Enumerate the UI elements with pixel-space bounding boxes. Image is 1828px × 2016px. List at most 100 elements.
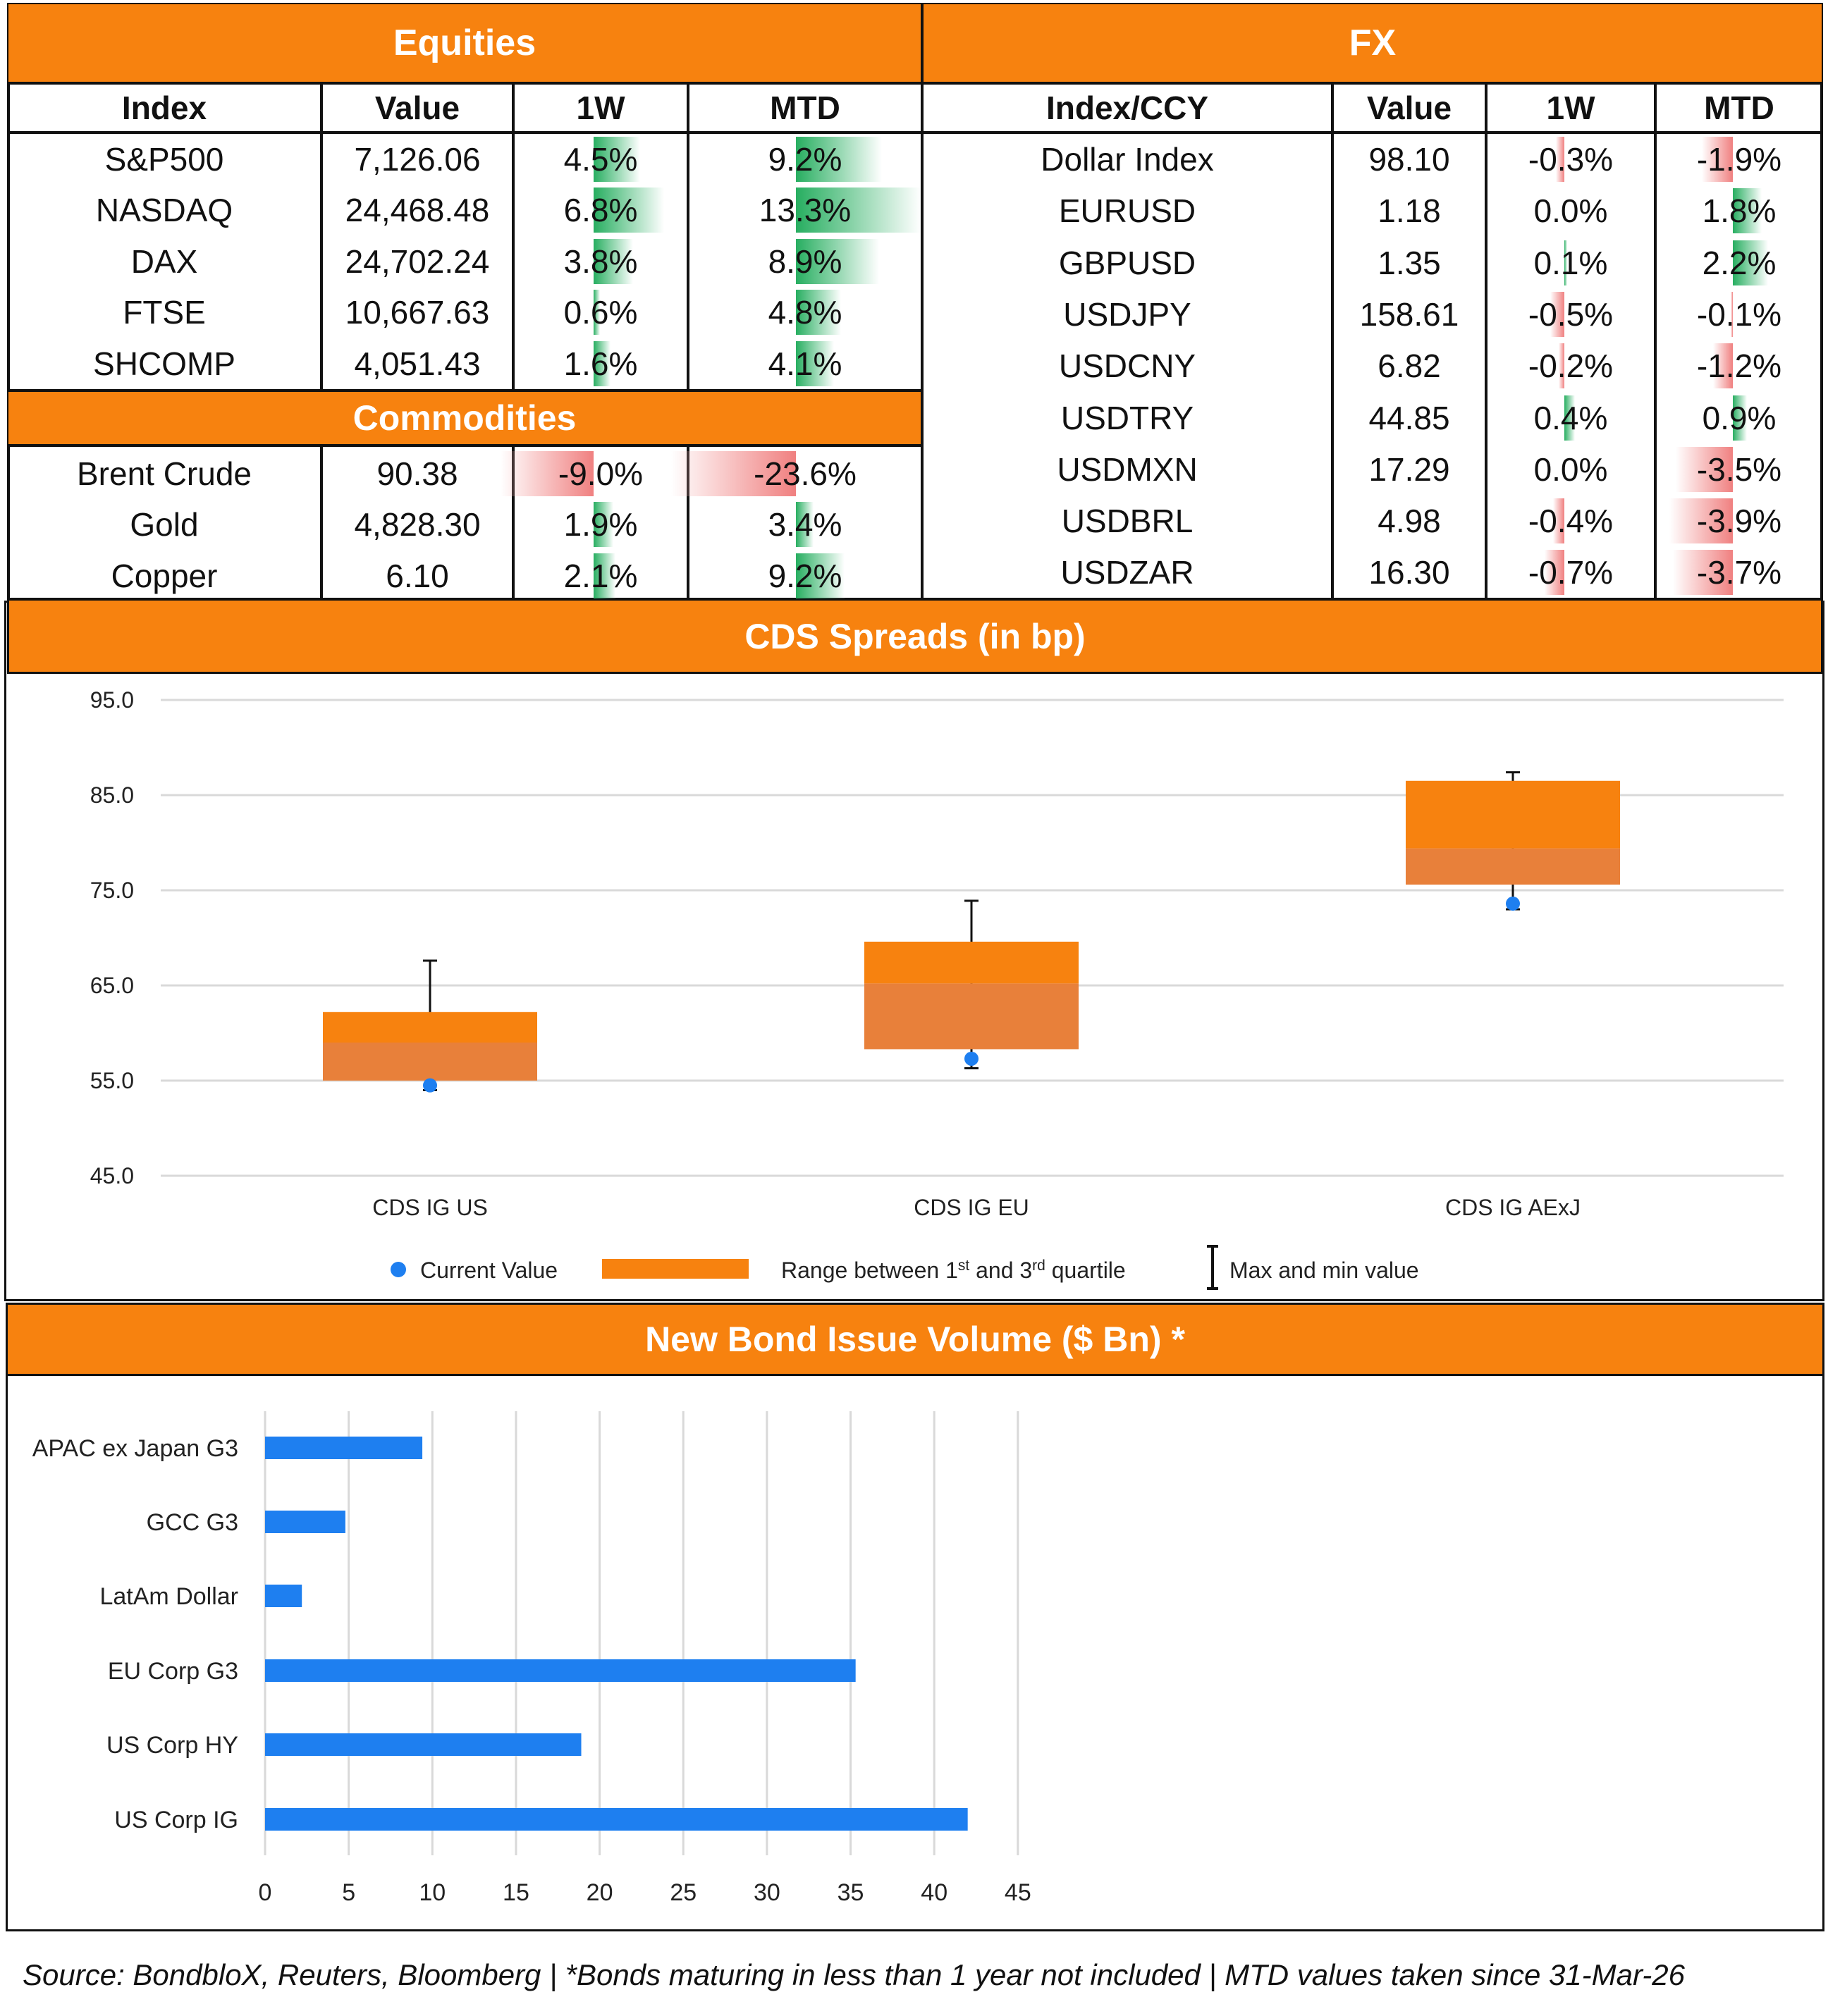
- commodities-row-1-value: 4,828.30: [323, 499, 512, 550]
- eq-vline-2: [512, 82, 515, 392]
- equities-row-3-value: 10,667.63: [323, 287, 512, 338]
- x-tick-label: 15: [503, 1879, 529, 1906]
- fx-row-6-mtd: -3.5%: [1657, 444, 1822, 495]
- commodities-value-text: 4,828.30: [354, 506, 481, 543]
- fx-value-text: 4.98: [1378, 503, 1441, 540]
- fx-row-2-w1: 0.1%: [1487, 238, 1654, 288]
- negative-data-bar: [1555, 137, 1564, 182]
- fx-w1-text: -0.7%: [1528, 554, 1614, 591]
- equities-row-2-value: 24,702.24: [323, 236, 512, 287]
- equities-value-text: 10,667.63: [345, 294, 490, 331]
- equities-row-1-w1: 6.8%: [515, 185, 687, 235]
- commodities-top-line: [8, 389, 922, 392]
- positive-data-bar: [594, 238, 633, 284]
- category-label: US Corp HY: [106, 1732, 238, 1759]
- fx-mtd-text: -3.9%: [1696, 503, 1782, 540]
- legend-text-part: and 3: [969, 1258, 1032, 1283]
- commodities-mtd-text: -23.6%: [754, 455, 857, 492]
- commodities-bottom-line: [8, 444, 922, 447]
- commodities-title: Commodities: [8, 392, 921, 444]
- fx-row-2-name: GBPUSD: [924, 238, 1331, 288]
- fx-row-7-w1: -0.4%: [1487, 496, 1654, 546]
- commodities-row-0-value: 90.38: [323, 448, 512, 499]
- fx-mtd-text: -3.7%: [1696, 554, 1782, 591]
- category-label: LatAm Dollar: [99, 1583, 238, 1610]
- eq-vline-3: [687, 82, 689, 392]
- equities-row-4-value: 4,051.43: [323, 338, 512, 389]
- fx-name-text: USDJPY: [1063, 295, 1191, 333]
- equities-name-text: DAX: [130, 242, 198, 280]
- positive-data-bar: [594, 137, 641, 182]
- equities-row-2-w1: 3.8%: [515, 236, 687, 287]
- commodities-name-text: Brent Crude: [76, 455, 252, 492]
- x-tick-label: 25: [670, 1879, 697, 1906]
- equities-w1-text: 6.8%: [563, 192, 638, 229]
- fx-w1-text: 0.4%: [1533, 399, 1608, 436]
- y-tick-label: 95.0: [90, 687, 134, 713]
- fx-row-3-value: 158.61: [1334, 289, 1485, 340]
- negative-data-bar: [1672, 550, 1733, 596]
- x-tick-label: 10: [419, 1879, 446, 1906]
- equities-mtd-text: 9.2%: [768, 141, 842, 178]
- fx-value-text: 158.61: [1359, 295, 1459, 333]
- header-row-top-line: [8, 82, 1822, 85]
- equities-w1-text: 4.5%: [563, 141, 638, 178]
- commodities-row-1-mtd: 3.4%: [689, 499, 921, 550]
- fx-mtd-text: 0.9%: [1702, 399, 1777, 436]
- fx-row-1-mtd: 1.8%: [1657, 185, 1822, 236]
- equities-row-0-name: S&P500: [8, 134, 320, 185]
- com-vline-1: [320, 445, 323, 601]
- positive-data-bar: [1732, 395, 1748, 441]
- commodities-mtd-text: 9.2%: [768, 557, 842, 594]
- equities-header-1w: 1W: [576, 90, 625, 126]
- commodities-row-2-w1: 2.1%: [515, 551, 687, 601]
- fx-row-6-w1: 0.0%: [1487, 444, 1654, 495]
- equities-row-1-mtd: 13.3%: [689, 185, 921, 235]
- equities-row-2-name: DAX: [8, 236, 320, 287]
- equities-row-3-mtd: 4.8%: [689, 287, 921, 338]
- legend-superscript: rd: [1032, 1258, 1045, 1274]
- fx-row-7-name: USDBRL: [924, 496, 1331, 546]
- commodities-row-0-w1: -9.0%: [515, 448, 687, 499]
- commodities-row-2-value: 6.10: [323, 551, 512, 601]
- box-upper: [1406, 780, 1620, 849]
- equities-row-3-w1: 0.6%: [515, 287, 687, 338]
- x-tick-label: 20: [587, 1879, 613, 1906]
- box-upper: [323, 1012, 537, 1043]
- commodities-row-2-name: Copper: [8, 551, 320, 601]
- fx-row-2-value: 1.35: [1334, 238, 1485, 288]
- y-tick-label: 55.0: [90, 1068, 134, 1093]
- x-tick-label: 45: [1005, 1879, 1031, 1906]
- fx-name-text: USDTRY: [1060, 399, 1194, 436]
- positive-data-bar: [1732, 240, 1769, 285]
- fx-row-1-w1: 0.0%: [1487, 185, 1654, 236]
- fx-name-text: GBPUSD: [1058, 244, 1196, 281]
- box-lower: [864, 983, 1079, 1050]
- x-tick-label: 35: [838, 1879, 864, 1906]
- commodities-name-text: Copper: [111, 557, 218, 594]
- fx-header-value: Value: [1366, 90, 1452, 126]
- fx-header-mtd: MTD: [1704, 90, 1774, 126]
- fx-header-1w: 1W: [1546, 90, 1595, 126]
- category-label: CDS IG EU: [914, 1195, 1029, 1220]
- fx-row-6-value: 17.29: [1334, 444, 1485, 495]
- equities-row-2-mtd: 8.9%: [689, 236, 921, 287]
- equities-mtd-text: 4.8%: [768, 294, 842, 331]
- equities-row-4-w1: 1.6%: [515, 338, 687, 389]
- fx-name-text: EURUSD: [1058, 192, 1196, 230]
- fx-row-7-value: 4.98: [1334, 496, 1485, 546]
- fx-value-text: 6.82: [1378, 348, 1441, 385]
- fx-w1-text: -0.4%: [1528, 503, 1614, 540]
- fx-row-6-name: USDMXN: [924, 444, 1331, 495]
- equities-name-text: NASDAQ: [95, 192, 233, 229]
- equities-row-1-value: 24,468.48: [323, 185, 512, 235]
- negative-data-bar: [1552, 498, 1564, 544]
- x-tick-label: 40: [921, 1879, 947, 1906]
- fx-value-text: 1.35: [1378, 244, 1441, 281]
- x-tick-label: 30: [754, 1879, 780, 1906]
- fx-row-4-name: USDCNY: [924, 340, 1331, 391]
- equities-header-index: Index: [121, 90, 207, 126]
- fx-row-5-value: 44.85: [1334, 393, 1485, 443]
- legend-minmax-label: Max and min value: [1229, 1258, 1419, 1283]
- equities-row-4-mtd: 4.1%: [689, 338, 921, 389]
